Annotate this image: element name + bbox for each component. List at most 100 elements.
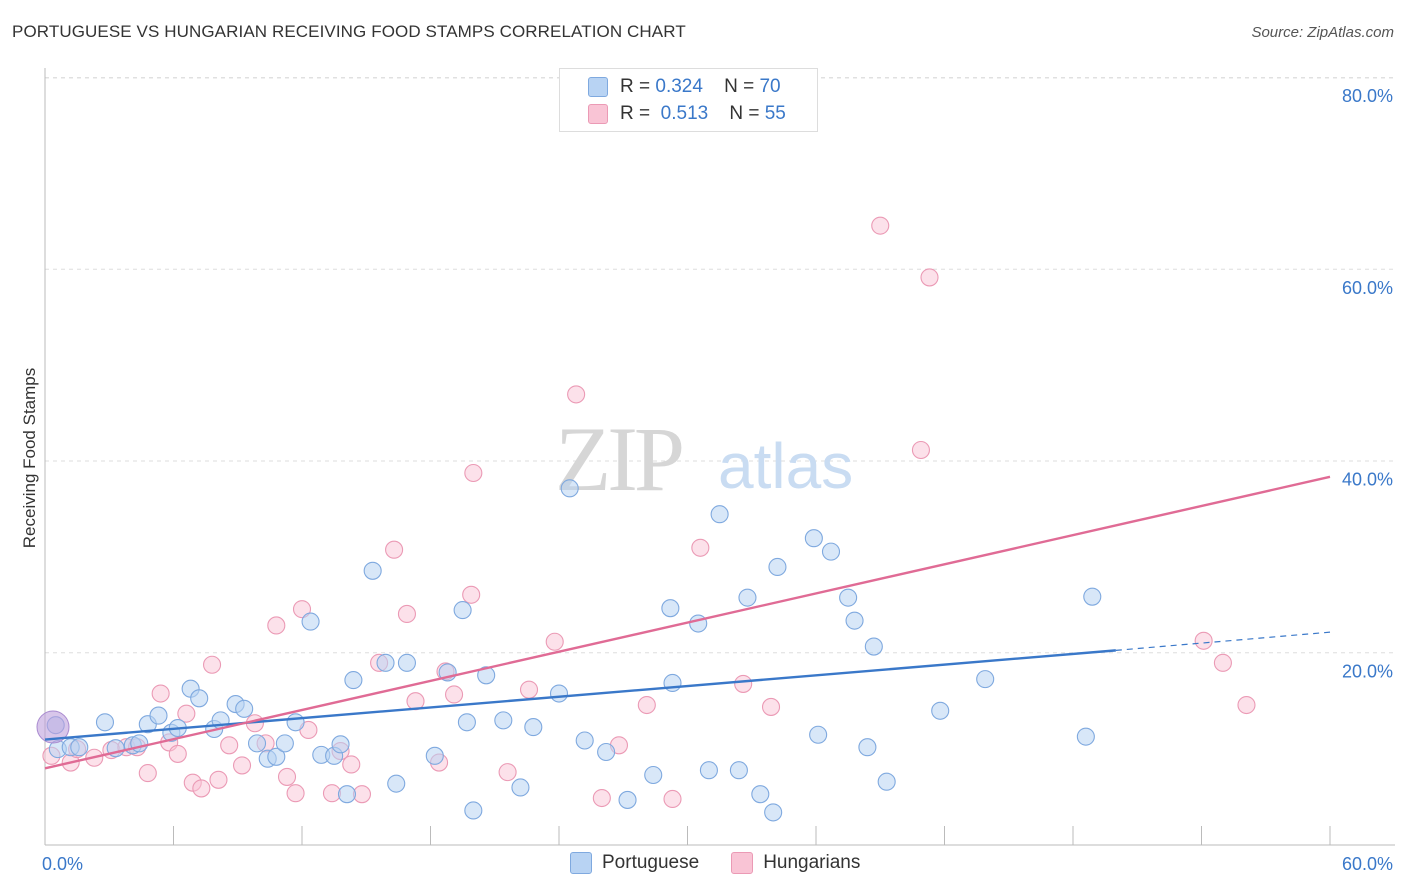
- legend-n-label: N =: [729, 103, 760, 124]
- portuguese-trend-extension: [1115, 631, 1331, 651]
- hungarians-point: [203, 655, 222, 674]
- portuguese-point: [387, 774, 406, 793]
- chart-title: PORTUGUESE VS HUNGARIAN RECEIVING FOOD S…: [12, 22, 686, 41]
- hungarians-point: [322, 784, 342, 803]
- portuguese-point: [768, 557, 787, 577]
- portuguese-point: [247, 734, 267, 753]
- portuguese-point: [877, 772, 896, 791]
- series-legend-portuguese: Portuguese: [570, 852, 699, 874]
- hungarians-point: [397, 604, 416, 623]
- series-legend-hungarians: Hungarians: [731, 852, 860, 874]
- portuguese-point: [845, 611, 864, 630]
- portuguese-points: [36, 479, 1102, 822]
- series-label-portuguese: Portuguese: [602, 852, 700, 873]
- portuguese-point: [738, 588, 757, 607]
- hungarians-point: [151, 684, 170, 703]
- series-legend: Portuguese Hungarians: [570, 852, 892, 874]
- hungarians-point: [385, 540, 404, 559]
- portuguese-point: [751, 785, 770, 804]
- hungarians-point: [220, 736, 239, 755]
- portuguese-point: [575, 731, 594, 750]
- legend-swatch-portuguese: [588, 77, 608, 97]
- portuguese-point: [301, 612, 320, 631]
- portuguese-point-large: [36, 710, 70, 744]
- portuguese-trend-line: [44, 649, 1116, 741]
- portuguese-point: [804, 529, 823, 548]
- correlation-legend: R = 0.324 N = 70 R = 0.513 N = 55: [559, 68, 818, 132]
- portuguese-point: [821, 542, 841, 561]
- portuguese-point: [286, 713, 305, 732]
- legend-r-label: R =: [620, 103, 651, 124]
- legend-r-label: R =: [620, 76, 651, 97]
- series-swatch-hungarians: [731, 852, 754, 874]
- chart-source: Source: ZipAtlas.com: [1251, 24, 1394, 41]
- hungarians-point: [1237, 695, 1256, 715]
- series-swatch-portuguese: [570, 852, 592, 874]
- hungarians-point: [464, 463, 483, 483]
- portuguese-point: [764, 803, 783, 822]
- portuguese-point: [976, 670, 995, 689]
- portuguese-point: [70, 738, 89, 757]
- y-tick-label: 20.0%: [1342, 661, 1393, 681]
- series-label-hungarians: Hungarians: [763, 852, 861, 873]
- portuguese-point: [267, 747, 286, 766]
- hungarians-point: [277, 767, 297, 786]
- y-tick-label: 60.0%: [1342, 278, 1393, 298]
- hungarians-point: [592, 788, 611, 808]
- legend-n-label: N =: [724, 76, 755, 97]
- watermark: ZIP atlas: [555, 408, 853, 510]
- portuguese-point: [337, 785, 357, 804]
- axes: [44, 68, 1395, 846]
- portuguese-point: [597, 742, 616, 762]
- hungarians-point: [209, 770, 228, 789]
- portuguese-point: [511, 778, 530, 797]
- legend-row-portuguese: R = 0.324 N = 70: [588, 75, 781, 99]
- y-axis-label: Receiving Food Stamps: [20, 367, 39, 549]
- portuguese-point: [729, 761, 748, 780]
- hungarians-point: [920, 268, 939, 287]
- portuguese-point: [560, 479, 579, 498]
- portuguese-point: [524, 718, 543, 737]
- watermark-atlas: atlas: [718, 430, 853, 502]
- x-tick-label: 0.0%: [42, 854, 83, 874]
- portuguese-point: [661, 599, 680, 618]
- portuguese-point: [699, 761, 718, 780]
- hungarians-point: [567, 385, 586, 404]
- tick-labels: 20.0% 40.0% 60.0% 80.0% 0.0% 60.0%: [42, 86, 1393, 874]
- portuguese-point: [549, 684, 569, 703]
- legend-row-hungarians: R = 0.513 N = 55: [588, 102, 786, 126]
- y-tick-label: 80.0%: [1342, 86, 1393, 106]
- hungarians-point: [138, 764, 157, 783]
- portuguese-point: [931, 701, 950, 720]
- hungarians-point: [292, 600, 312, 619]
- hungarians-point: [286, 784, 305, 803]
- portuguese-point: [494, 711, 513, 730]
- hungarians-point: [177, 704, 196, 723]
- portuguese-point: [618, 790, 637, 809]
- hungarians-point: [267, 616, 286, 635]
- portuguese-point: [275, 734, 294, 753]
- grid-lines: [45, 77, 1395, 654]
- portuguese-point: [95, 713, 115, 732]
- hungarians-point: [761, 697, 781, 716]
- x-tick-label: 60.0%: [1342, 854, 1393, 874]
- hungarians-point: [462, 585, 481, 604]
- hungarians-point: [691, 538, 710, 557]
- portuguese-point: [344, 671, 363, 690]
- hungarians-point: [545, 632, 564, 651]
- legend-n-value: 55: [764, 103, 786, 124]
- legend-r-value: 0.513: [660, 103, 709, 124]
- hungarians-trend-line: [44, 475, 1331, 770]
- portuguese-point: [1076, 727, 1095, 746]
- hungarians-point: [342, 755, 361, 774]
- portuguese-point: [376, 653, 395, 672]
- legend-swatch-hungarians: [588, 104, 608, 124]
- hungarians-point: [911, 440, 930, 460]
- portuguese-point: [464, 801, 483, 820]
- portuguese-point: [425, 746, 444, 765]
- y-tick-label: 40.0%: [1342, 470, 1393, 490]
- portuguese-point: [858, 738, 877, 757]
- portuguese-point: [477, 666, 496, 685]
- hungarians-point: [519, 680, 539, 699]
